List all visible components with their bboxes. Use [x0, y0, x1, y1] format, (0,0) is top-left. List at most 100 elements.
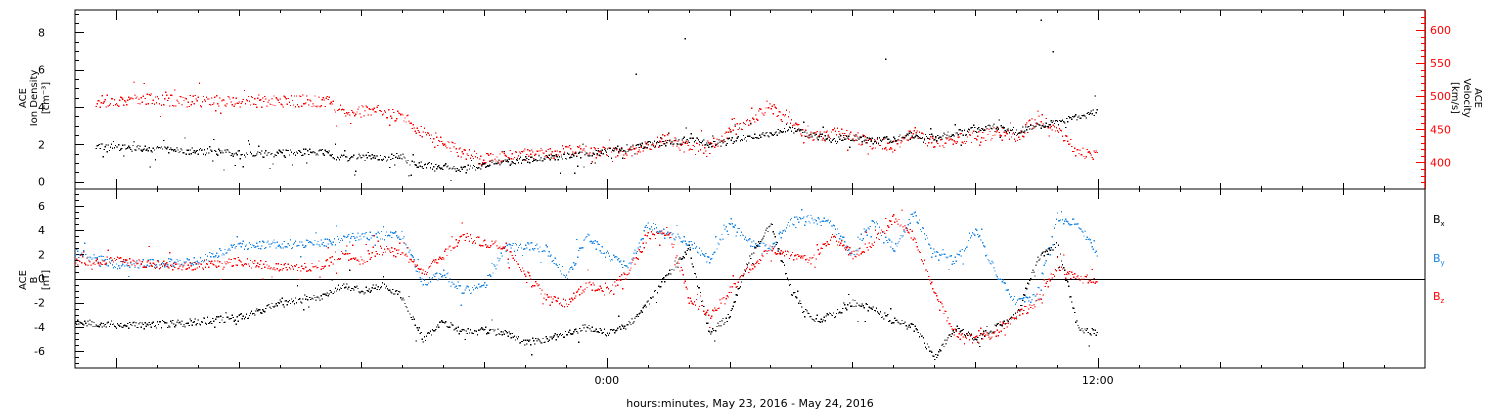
bz-point	[198, 266, 201, 268]
velocity-point	[487, 153, 489, 155]
b-component-legend: Bx By Bz	[1433, 213, 1445, 305]
velocity-point	[222, 99, 224, 101]
bx-point	[728, 317, 730, 319]
bz-point	[293, 265, 296, 267]
density-point	[277, 152, 279, 154]
density-point	[365, 154, 367, 156]
by-point	[203, 260, 206, 262]
bz-point	[306, 270, 308, 272]
velocity-point	[503, 152, 505, 154]
velocity-point	[865, 139, 867, 141]
velocity-point	[349, 114, 351, 116]
velocity-point	[534, 154, 536, 156]
bx-point	[559, 333, 562, 335]
bz-point	[148, 245, 150, 248]
bx-point	[860, 305, 862, 307]
bx-point	[826, 313, 828, 315]
by-point	[511, 244, 513, 247]
by-point	[683, 236, 685, 238]
bz-point	[208, 266, 210, 268]
bx-point	[827, 314, 829, 316]
density-point	[711, 146, 713, 148]
bz-point	[364, 261, 366, 264]
velocity-point	[339, 104, 342, 106]
velocity-point	[1061, 135, 1064, 137]
bz-point	[600, 287, 602, 289]
velocity-point	[200, 106, 203, 108]
by-point	[152, 259, 154, 261]
density-point	[561, 158, 564, 160]
bx-point	[754, 247, 756, 249]
by-point	[718, 243, 720, 245]
density-point	[201, 149, 204, 151]
by-point	[556, 264, 558, 267]
by-point	[780, 237, 782, 239]
density-point	[671, 141, 673, 143]
bx-point	[273, 306, 275, 308]
bx-point	[668, 273, 670, 275]
density-point	[255, 154, 257, 157]
density-point	[130, 148, 132, 151]
bz-point	[787, 251, 790, 253]
bz-point	[862, 250, 864, 253]
velocity-point	[409, 122, 411, 124]
bx-point	[1089, 333, 1091, 335]
by-point	[933, 248, 935, 250]
by-point	[678, 236, 680, 238]
by-point	[284, 246, 286, 248]
bz-point	[694, 304, 697, 306]
bx-point	[849, 302, 851, 304]
by-point	[954, 256, 956, 258]
bx-point	[1080, 329, 1082, 331]
by-point	[669, 237, 671, 239]
bz-point	[838, 241, 840, 243]
by-point	[650, 226, 653, 228]
by-point	[123, 260, 125, 263]
density-point	[533, 159, 535, 161]
velocity-point	[547, 148, 549, 151]
bx-point	[953, 331, 955, 334]
bx-point	[540, 342, 542, 344]
density-point	[623, 150, 625, 152]
by-point	[257, 245, 259, 247]
bz-point	[356, 259, 358, 261]
density-point	[640, 145, 642, 147]
density-point	[708, 146, 710, 148]
by-point	[166, 265, 168, 268]
bx-point	[461, 329, 463, 331]
by-point	[563, 274, 566, 277]
bx-point	[776, 241, 778, 244]
density-point	[967, 128, 970, 130]
bz-point	[217, 260, 219, 262]
bz-point	[531, 286, 533, 288]
by-point	[917, 222, 919, 224]
bz-point	[272, 268, 274, 270]
velocity-point	[301, 105, 303, 107]
bx-point	[770, 223, 772, 225]
velocity-point	[439, 140, 441, 143]
density-point	[134, 149, 136, 151]
bx-point	[308, 306, 310, 308]
bz-point	[802, 257, 804, 259]
bz-point	[136, 263, 138, 265]
velocity-point	[303, 103, 305, 105]
bx-point	[518, 342, 521, 344]
by-point	[888, 238, 890, 240]
density-point	[570, 156, 572, 158]
velocity-point	[936, 141, 938, 143]
velocity-point	[753, 118, 755, 120]
bx-point	[716, 325, 718, 328]
bx-point	[645, 306, 647, 308]
velocity-point	[661, 138, 663, 140]
by-point	[1015, 301, 1018, 304]
bz-point	[415, 265, 417, 268]
bx-point	[110, 320, 113, 322]
velocity-point	[223, 99, 225, 101]
by-point	[985, 255, 987, 257]
density-point	[1028, 125, 1030, 128]
by-point	[422, 284, 424, 286]
bz-point	[870, 246, 872, 249]
by-point	[916, 221, 918, 223]
bx-point	[919, 333, 922, 335]
by-point	[891, 241, 893, 243]
